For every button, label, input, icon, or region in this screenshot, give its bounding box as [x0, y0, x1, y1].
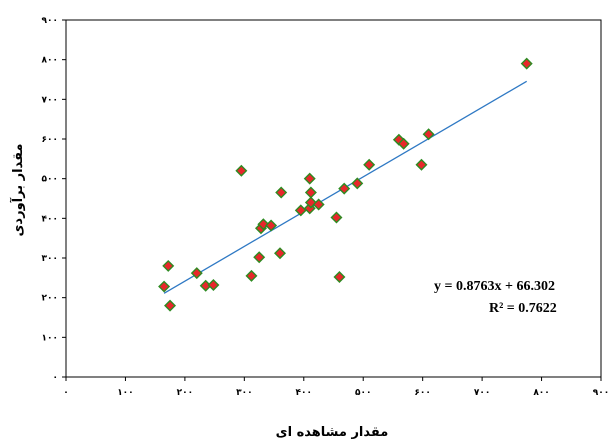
data-point [190, 267, 203, 280]
y-tick-label: ۴۰۰ [42, 214, 58, 224]
data-point [312, 198, 325, 211]
data-point [304, 186, 317, 199]
plot-border [65, 19, 602, 378]
data-point [303, 172, 316, 185]
r-squared-label: R² = 0.7622 [489, 301, 557, 316]
data-point [415, 158, 428, 171]
y-axis-title: مقدار برآوردی [9, 144, 26, 237]
data-point [245, 269, 258, 282]
data-point [274, 247, 286, 260]
y-tick-label: ۰ [53, 373, 59, 383]
data-point [253, 251, 266, 264]
data-point [333, 271, 346, 284]
x-tick-label: ۱۰۰ [117, 388, 133, 398]
y-tick-label: ۱۰۰ [42, 333, 58, 343]
data-point [162, 259, 175, 272]
trendline-equation: y = 0.8763x + 66.302 [434, 279, 555, 294]
x-tick-label: ۶۰۰ [414, 388, 430, 398]
y-tick-label: ۹۰۰ [42, 16, 58, 26]
plot-area [65, 19, 602, 378]
x-tick-label: ۸۰۰ [533, 388, 549, 398]
y-tick-label: ۳۰۰ [42, 254, 58, 264]
data-point [164, 299, 177, 312]
x-tick-label: ۹۰۰ [593, 388, 608, 398]
data-point [363, 158, 376, 171]
y-tick-label: ۶۰۰ [42, 135, 58, 145]
data-points [158, 57, 533, 312]
y-tick-label: ۲۰۰ [42, 294, 58, 304]
y-tick-label: ۵۰۰ [42, 175, 58, 185]
y-tick-label: ۸۰۰ [42, 56, 58, 66]
data-point [265, 219, 278, 232]
x-tick-label: ۷۰۰ [474, 388, 490, 398]
data-point [338, 182, 351, 195]
data-point [158, 280, 171, 293]
data-point [257, 218, 270, 231]
data-point [330, 211, 343, 224]
x-tick-label: ۳۰۰ [236, 388, 252, 398]
x-tick-label: ۵۰۰ [355, 388, 371, 398]
y-axis-ticks: ۰ ۱۰۰ ۲۰۰ ۳۰۰ ۴۰۰ ۵۰۰ ۶۰۰ ۷۰۰ ۸۰۰ ۹۰۰ [42, 16, 66, 383]
x-tick-label: ۲۰۰ [177, 388, 193, 398]
data-point [422, 128, 435, 141]
data-point [275, 186, 288, 199]
data-point [351, 177, 364, 190]
x-axis-title: مقدار مشاهده ای [276, 425, 389, 440]
data-point [520, 57, 533, 70]
data-point [235, 164, 248, 177]
x-tick-label: ۰ [63, 388, 69, 398]
x-axis-ticks: ۰ ۱۰۰ ۲۰۰ ۳۰۰ ۴۰۰ ۵۰۰ ۶۰۰ ۷۰۰ ۸۰۰ ۹۰۰ [63, 377, 608, 398]
y-tick-label: ۷۰۰ [42, 95, 58, 105]
data-point [397, 137, 410, 150]
data-point [207, 278, 220, 291]
x-tick-label: ۴۰۰ [296, 388, 312, 398]
